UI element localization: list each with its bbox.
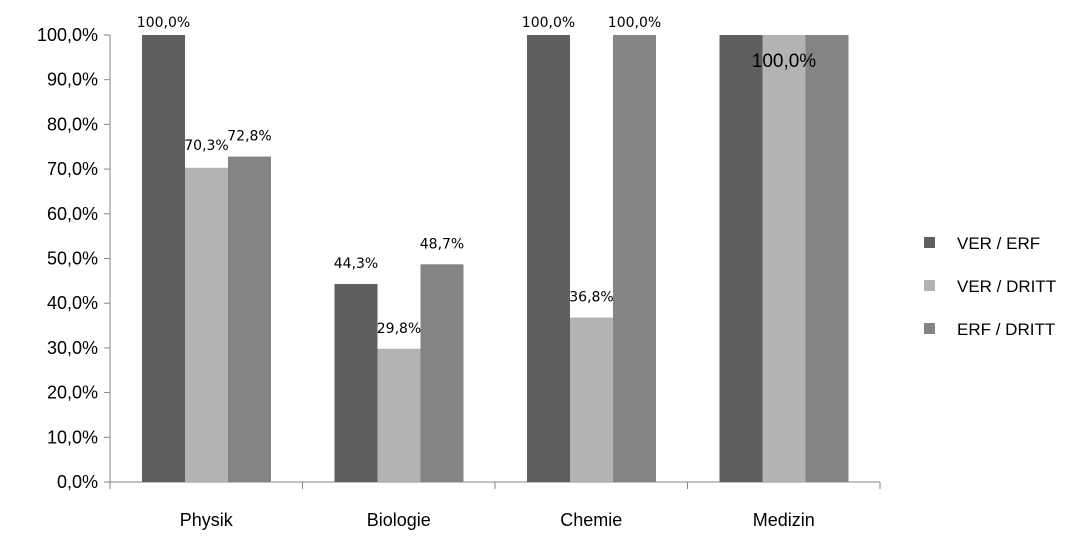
bar <box>527 35 570 482</box>
bar <box>334 283 378 482</box>
y-tick-label: 70,0% <box>47 159 98 179</box>
data-label: 29,8% <box>377 321 421 337</box>
y-tick-label: 60,0% <box>47 204 98 224</box>
x-category-label: Medizin <box>753 510 815 530</box>
bars <box>142 35 849 483</box>
legend-label: VER / DRITT <box>957 277 1056 296</box>
y-tick-label: 10,0% <box>47 427 98 447</box>
y-tick-label: 50,0% <box>47 249 98 269</box>
data-label: 100,0% <box>752 51 817 72</box>
data-label: 72,8% <box>227 129 271 145</box>
y-tick-label: 20,0% <box>47 383 98 403</box>
data-label: 70,3% <box>184 138 228 154</box>
bar <box>228 156 271 483</box>
legend-label: ERF / DRITT <box>957 320 1055 339</box>
bar <box>420 264 464 482</box>
data-label: 44,3% <box>334 256 378 272</box>
legend: VER / ERF VER / DRITT ERF / DRITT <box>924 234 1056 339</box>
data-labels: 100,0% 70,3%72,8% 44,3% 29,8% 48,7% 100,0% 36,… <box>137 15 817 337</box>
data-label: 100,0% <box>608 15 661 31</box>
data-label: 48,7% <box>420 236 464 252</box>
x-category-label: Chemie <box>560 510 622 530</box>
legend-swatch <box>924 280 935 291</box>
data-label: 100,0% <box>522 15 575 31</box>
x-category-label: Biologie <box>367 510 431 530</box>
bar <box>377 348 421 482</box>
y-tick-label: 80,0% <box>47 114 98 134</box>
bar <box>805 35 849 482</box>
axes: 0,0% 10,0% 20,0% 30,0% 40,0% 50,0% 60,0% 70,0% 8… <box>37 25 881 530</box>
legend-swatch <box>924 237 935 248</box>
legend-label: VER / ERF <box>957 234 1040 253</box>
y-tick-label: 100,0% <box>37 25 98 45</box>
bar <box>613 35 656 482</box>
bar <box>142 35 185 482</box>
bar <box>719 35 763 482</box>
bar <box>570 317 613 482</box>
y-tick-label: 40,0% <box>47 293 98 313</box>
data-label: 36,8% <box>569 290 613 306</box>
y-tick-label: 0,0% <box>57 472 98 492</box>
bar <box>185 167 228 482</box>
x-category-label: Physik <box>180 510 234 530</box>
bar <box>762 35 806 482</box>
data-label: 100,0% <box>137 15 190 31</box>
y-tick-label: 30,0% <box>47 338 98 358</box>
y-tick-label: 90,0% <box>47 70 98 90</box>
legend-swatch <box>924 323 935 334</box>
